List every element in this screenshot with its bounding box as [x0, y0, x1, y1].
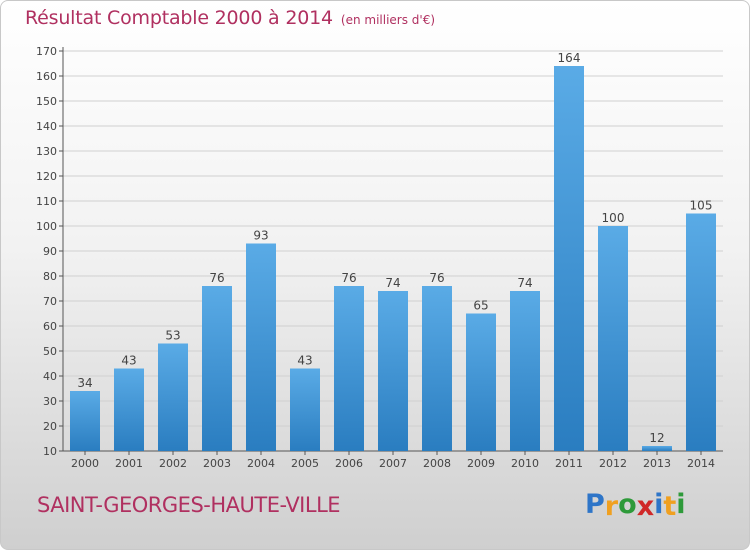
x-tick-label-2014: 2014 [687, 457, 715, 470]
y-tick-label: 40 [43, 370, 57, 383]
bar-2013 [642, 446, 672, 451]
bar-2000 [70, 391, 100, 451]
chart-subtitle: (en milliers d'€) [340, 13, 436, 27]
value-label-2013: 12 [649, 431, 664, 445]
x-tick-label-2012: 2012 [599, 457, 627, 470]
y-tick-label: 160 [36, 70, 57, 83]
bar-2010 [510, 291, 540, 451]
bar-2014 [686, 213, 716, 451]
bar-2006 [334, 286, 364, 451]
y-tick-labels: 10 20 30 40 50 60 70 80 90 100 110 120 130 140 150 160 1… [36, 45, 57, 458]
y-tick-label: 50 [43, 345, 57, 358]
y-tick-label: 130 [36, 145, 57, 158]
logo-letter: x [636, 491, 655, 522]
x-tick-label-2007: 2007 [379, 457, 407, 470]
x-tick-labels: 2000 2001 2002 2003 2004 2005 2006 2007 2008 2009… [71, 457, 715, 470]
x-tick-label-2006: 2006 [335, 457, 363, 470]
logo-letter: P [585, 489, 605, 520]
bar-2011 [554, 66, 584, 451]
x-tick-label-2008: 2008 [423, 457, 451, 470]
chart-title: Résultat Comptable 2000 à 2014 [25, 7, 333, 29]
x-tick-label-2001: 2001 [115, 457, 143, 470]
value-label-2002: 53 [165, 329, 180, 343]
x-tick-label-2010: 2010 [511, 457, 539, 470]
value-label-2012: 100 [602, 211, 625, 225]
x-tick-label-2005: 2005 [291, 457, 319, 470]
bar-2004 [246, 243, 276, 451]
bar-2003 [202, 286, 232, 451]
y-tick-label: 120 [36, 170, 57, 183]
x-tick-label-2013: 2013 [643, 457, 671, 470]
y-tick-label: 80 [43, 270, 57, 283]
x-tick-label-2002: 2002 [159, 457, 187, 470]
x-tick-label-2003: 2003 [203, 457, 231, 470]
x-tick-label-2011: 2011 [555, 457, 583, 470]
y-tick-label: 170 [36, 45, 57, 58]
y-tick-label: 30 [43, 395, 57, 408]
logo-letter: r [604, 491, 619, 522]
value-label-2014: 105 [690, 199, 713, 213]
value-label-2007: 74 [385, 276, 400, 290]
bar-2001 [114, 368, 144, 451]
title-row: Résultat Comptable 2000 à 2014 (en millie… [25, 7, 435, 29]
bar-2008 [422, 286, 452, 451]
value-label-2009: 65 [473, 299, 488, 313]
bar-2009 [466, 313, 496, 451]
y-tick-label: 140 [36, 120, 57, 133]
value-label-2000: 34 [77, 376, 92, 390]
y-tick-label: 20 [43, 420, 57, 433]
y-tick-label: 10 [43, 445, 57, 458]
x-tick-label-2000: 2000 [71, 457, 99, 470]
bar-2012 [598, 226, 628, 451]
y-tick-label: 150 [36, 95, 57, 108]
bar-2002 [158, 343, 188, 451]
value-label-2005: 43 [297, 354, 312, 368]
x-tick-label-2009: 2009 [467, 457, 495, 470]
y-tick-label: 110 [36, 195, 57, 208]
y-tick-label: 100 [36, 220, 57, 233]
value-label-2001: 43 [121, 354, 136, 368]
value-label-2011: 164 [558, 51, 581, 65]
bar-2005 [290, 368, 320, 451]
value-labels: 34 43 53 76 93 43 76 74 76 65 74 164 100 12 105 [77, 51, 712, 445]
logo-letter: i [676, 489, 686, 520]
logo-letter: i [654, 489, 664, 520]
value-label-2004: 93 [253, 229, 268, 243]
commune-name: SAINT-GEORGES-HAUTE-VILLE [37, 493, 341, 517]
y-tick-label: 60 [43, 320, 57, 333]
value-label-2010: 74 [517, 276, 532, 290]
value-label-2003: 76 [209, 271, 224, 285]
y-tick-label: 70 [43, 295, 57, 308]
x-tick-label-2004: 2004 [247, 457, 275, 470]
value-label-2008: 76 [429, 271, 444, 285]
value-label-2006: 76 [341, 271, 356, 285]
logo-letter: o [618, 489, 637, 520]
bars [70, 66, 716, 451]
y-tick-label: 90 [43, 245, 57, 258]
bar-2007 [378, 291, 408, 451]
proxiti-logo[interactable]: Proxiti [585, 489, 686, 522]
logo-letter: t [663, 491, 677, 522]
